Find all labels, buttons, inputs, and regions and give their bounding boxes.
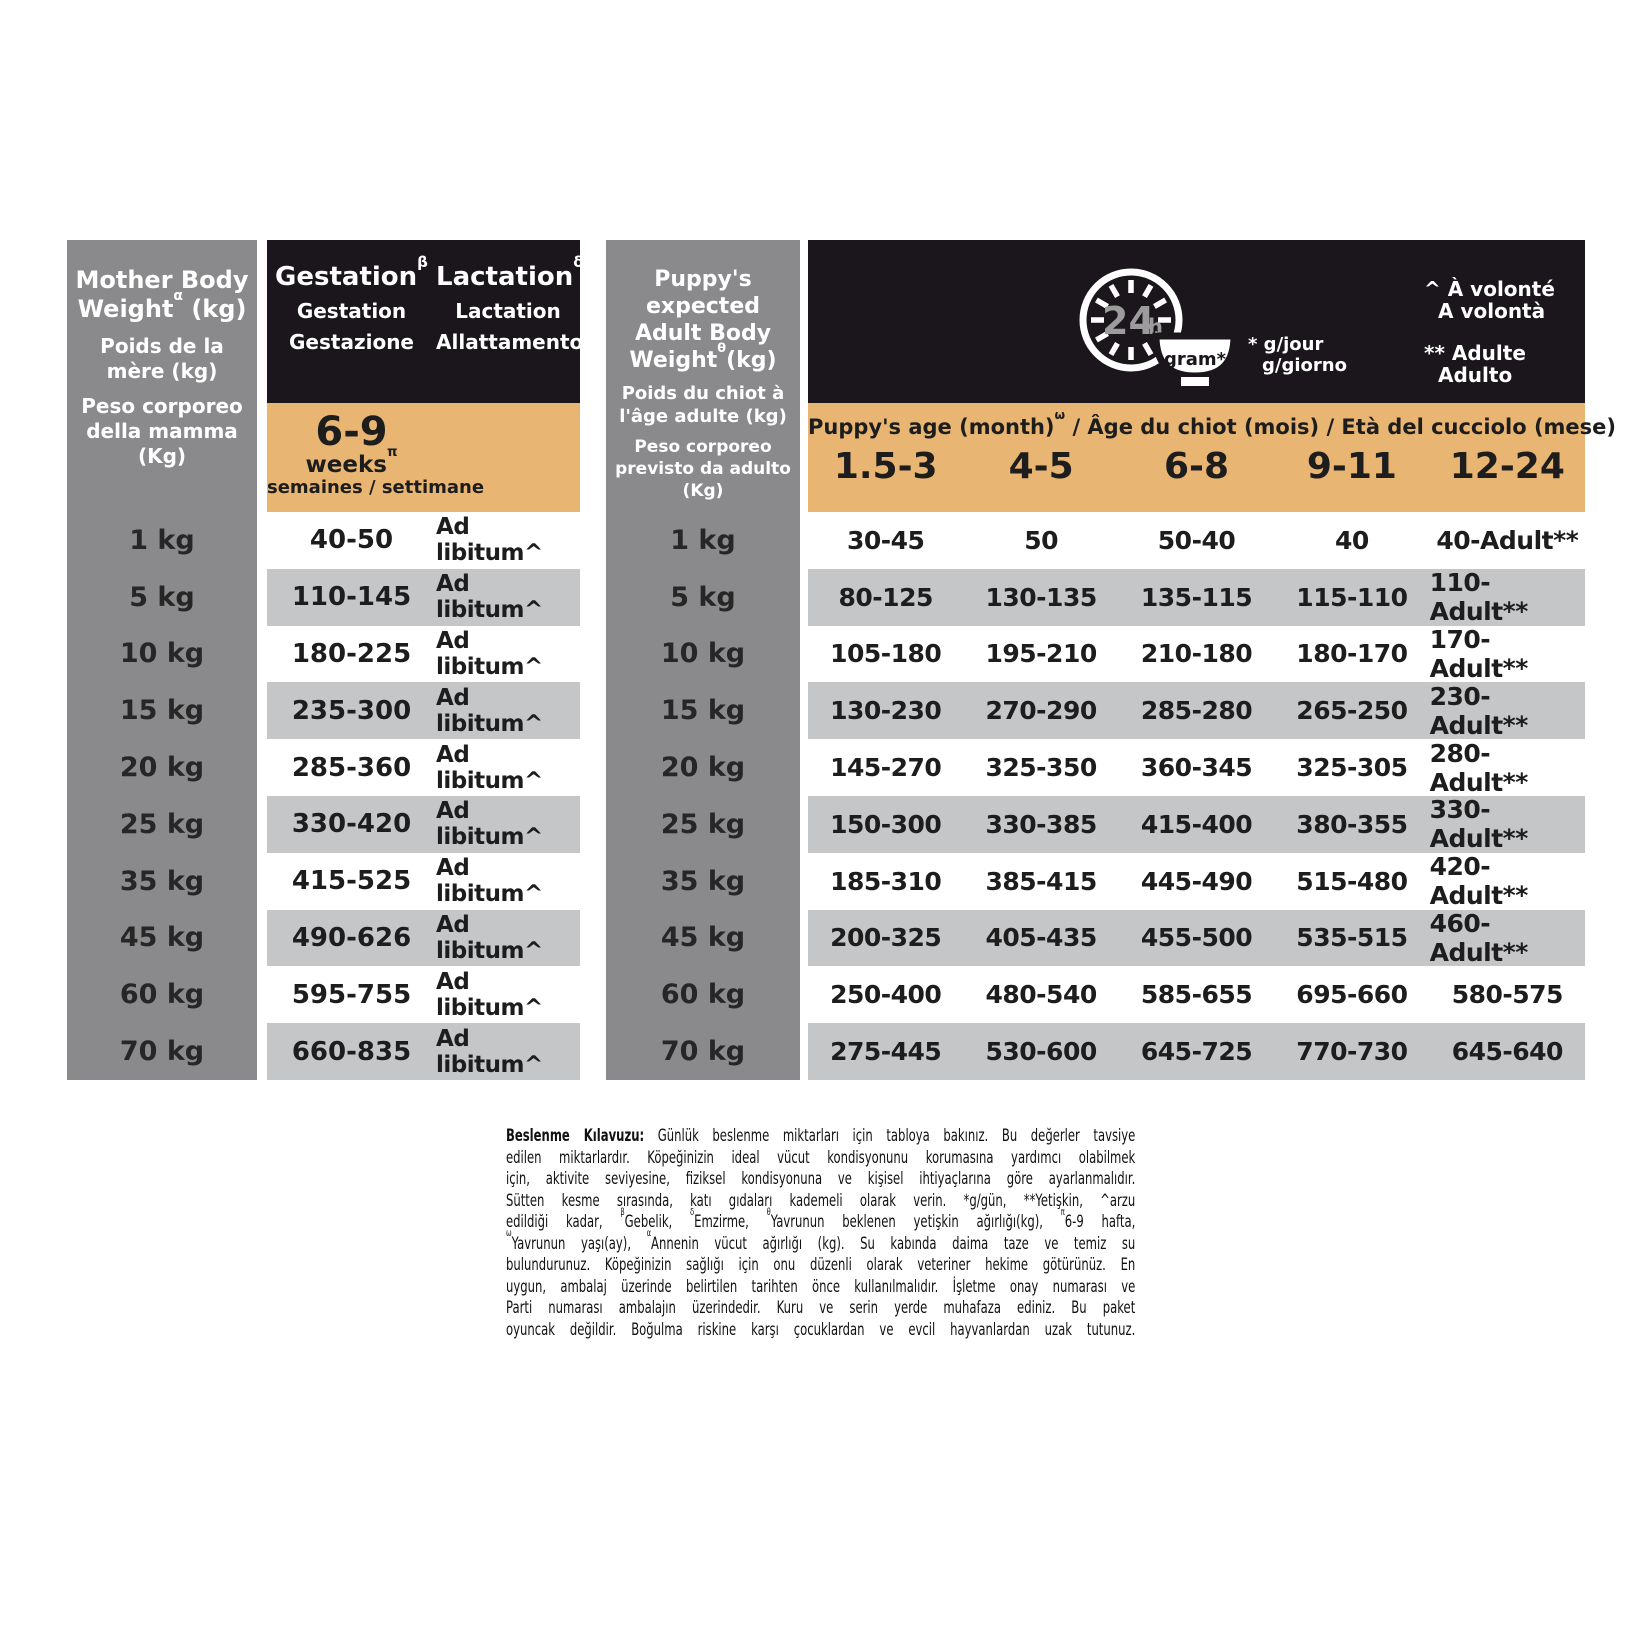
bowl-label: gram* bbox=[1164, 349, 1227, 370]
age-column-header: 6-8 bbox=[1163, 446, 1230, 487]
lactation-header: Lactationδ Lactation Allattamento bbox=[436, 253, 584, 403]
puppy-title-fr: Poids du chiot à l'âge adulte (kg) bbox=[619, 383, 787, 427]
clock-value: 24 bbox=[1102, 299, 1155, 343]
gestation-label-fr: Gestation bbox=[296, 299, 407, 323]
age-column-header: 1.5-3 bbox=[833, 446, 938, 487]
footer-line: edildiği kadar, βGebelik, δEmzirme, θYav… bbox=[506, 1206, 1136, 1232]
footer-line: için, aktivite seviyesine, fiziksel kond… bbox=[506, 1169, 1136, 1189]
lactation-label-it: Allattamento bbox=[436, 330, 584, 354]
puppy-weight-label: 45 kg bbox=[660, 922, 746, 954]
mother-weight-label: 60 kg bbox=[119, 979, 205, 1011]
table-row: 145-270 325-350 360-345 325-305 280-Adult** bbox=[830, 738, 1528, 797]
feeding-guide-text: Beslenme Kılavuzu: Günlük beslenme mikta… bbox=[506, 1126, 1135, 1341]
footer-line: edilen miktarlardır. Köpeğinizin ideal v… bbox=[506, 1147, 1136, 1168]
puppy-weight-label: 10 kg bbox=[660, 638, 746, 670]
mother-weight-label: 15 kg bbox=[119, 695, 205, 727]
gestation-label-it: Gestazione bbox=[289, 330, 414, 354]
weeks-sublabel: semaines / settimane bbox=[267, 477, 485, 498]
table-row: 30-45 50 50-40 40 40-Adult** bbox=[846, 525, 1579, 555]
gestation-weeks-band: 6-9 weeksπ semaines / settimane bbox=[267, 403, 580, 512]
mother-weight-label: 1 kg bbox=[129, 524, 195, 556]
puppy-title-en: Puppy's expected Adult Body Weightθ(kg) bbox=[629, 267, 777, 373]
puppy-weight-label: 5 kg bbox=[670, 581, 736, 613]
table-row: 660-835 Ad libitum^ bbox=[267, 1023, 580, 1080]
table-row: 105-180 195-210 210-180 180-170 170-Adult** bbox=[830, 625, 1528, 683]
gestation-label-en: Gestationβ bbox=[275, 253, 428, 292]
table-row: 490-626 Ad libitum^ bbox=[267, 909, 580, 967]
mother-title-en: Mother Body Weightα (kg) bbox=[75, 266, 249, 323]
footer-line: bulundurunuz. Köpeğinizin sağlığı için o… bbox=[506, 1255, 1136, 1275]
table-row: 415-525 Ad libitum^ bbox=[291, 855, 543, 908]
mother-weight-label: 10 kg bbox=[119, 638, 205, 670]
mother-title-it: Peso corporeo della mamma (Kg) bbox=[81, 394, 243, 468]
footer-line: Sütten kesme sırasında, katı gıdaları ka… bbox=[506, 1190, 1136, 1211]
puppy-weight-label: 15 kg bbox=[660, 695, 746, 727]
puppy-age-label: Puppy's age (month)ω / Âge du chiot (moi… bbox=[808, 408, 1617, 439]
weeks-label: weeksπ bbox=[305, 445, 398, 478]
mother-weight-column: Mother Body Weightα (kg) Poids de la mèr… bbox=[67, 240, 257, 1080]
mother-weight-title: Mother Body Weightα (kg) Poids de la mèr… bbox=[67, 240, 257, 512]
puppy-age-header: 24 h gram* * g/jour g/giorno ^ À volonté… bbox=[808, 240, 1585, 403]
footer-line: ωYavrunun yaşı(ay), αAnnenin vücut ağırl… bbox=[506, 1228, 1136, 1254]
clock-24h-icon: 24 h gram* bbox=[1079, 268, 1238, 386]
mother-weight-label: 25 kg bbox=[119, 808, 205, 840]
mother-title-fr: Poids de la mère (kg) bbox=[100, 334, 224, 383]
age-column-header: 4-5 bbox=[1008, 446, 1074, 487]
table-row: 595-755 Ad libitum^ bbox=[291, 968, 543, 1021]
mother-weight-label: 35 kg bbox=[119, 865, 205, 897]
table-row: 330-420 Ad libitum^ bbox=[267, 795, 580, 853]
puppy-title-it: Peso corporeo previsto da adulto (Kg) bbox=[615, 437, 791, 501]
footer-line: oyuncak değildir. Boğulma riskine karşı … bbox=[506, 1319, 1136, 1340]
footer-line: Beslenme Kılavuzu: Günlük beslenme mikta… bbox=[506, 1126, 1136, 1146]
bowl-icon: gram* bbox=[1152, 332, 1238, 386]
table-row: 235-300 Ad libitum^ bbox=[267, 682, 580, 740]
lactation-label-en: Lactationδ bbox=[436, 253, 584, 292]
table-row: 200-325 405-435 455-500 535-515 460-Adult** bbox=[808, 909, 1585, 967]
table-row: 180-225 Ad libitum^ bbox=[291, 627, 543, 680]
puppy-weight-label: 25 kg bbox=[660, 808, 746, 840]
mother-weight-label: 70 kg bbox=[119, 1036, 205, 1068]
puppy-weight-label: 60 kg bbox=[660, 979, 746, 1011]
table-row: 285-360 Ad libitum^ bbox=[291, 741, 543, 794]
puppy-weight-label: 20 kg bbox=[660, 752, 746, 784]
gestation-lactation-table: Gestationβ Gestation Gestazione Lactatio… bbox=[267, 240, 584, 1080]
puppy-age-band: Puppy's age (month)ω / Âge du chiot (moi… bbox=[808, 403, 1617, 512]
puppy-age-table: 24 h gram* * g/jour g/giorno ^ À volonté… bbox=[808, 240, 1617, 1080]
table-row: 40-50 Ad libitum^ bbox=[309, 514, 543, 567]
puppy-weight-title: Puppy's expected Adult Body Weightθ(kg) … bbox=[606, 240, 800, 512]
table-row: 80-125 130-135 135-115 115-110 110-Adult** bbox=[808, 568, 1585, 626]
puppy-weight-column: Puppy's expected Adult Body Weightθ(kg) … bbox=[606, 240, 800, 1080]
grams-per-day-legend: * g/jour g/giorno bbox=[1248, 334, 1347, 376]
puppy-weight-label: 35 kg bbox=[660, 865, 746, 897]
mother-weight-label: 45 kg bbox=[119, 922, 205, 954]
table-row: 110-145 Ad libitum^ bbox=[267, 568, 580, 626]
mother-weight-label: 5 kg bbox=[129, 581, 195, 613]
puppy-weight-label: 1 kg bbox=[670, 524, 736, 556]
table-row: 150-300 330-385 415-400 380-355 330-Adult** bbox=[808, 795, 1585, 853]
age-column-header: 12-24 bbox=[1449, 446, 1565, 487]
age-column-header: 9-11 bbox=[1306, 446, 1397, 487]
weeks-value: 6-9 bbox=[315, 409, 388, 455]
table-row: 185-310 385-415 445-490 515-480 420-Adult** bbox=[830, 852, 1528, 911]
ad-libitum-legend: ^ À volonté A volontà bbox=[1424, 277, 1555, 323]
puppy-weight-label: 70 kg bbox=[660, 1036, 746, 1068]
table-row: 250-400 480-540 585-655 695-660 580-575 bbox=[830, 980, 1563, 1010]
adult-legend: ** Adulte Adulto bbox=[1424, 341, 1526, 387]
puppy-age-columns: 1.5-3 4-5 6-8 9-11 12-24 bbox=[808, 446, 1585, 487]
table-row: 130-230 270-290 285-280 265-250 230-Adult** bbox=[808, 682, 1585, 740]
lactation-label-fr: Lactation bbox=[455, 299, 561, 323]
table-row: 275-445 530-600 645-725 770-730 645-640 bbox=[808, 1023, 1585, 1080]
footer-line: uygun, ambalaj üzerinde belirtilen tarih… bbox=[506, 1276, 1136, 1297]
gestation-header: Gestationβ Gestation Gestazione bbox=[267, 253, 436, 403]
mother-weight-label: 20 kg bbox=[119, 752, 205, 784]
footer-line: Parti numarası ambalajın üzerindedir. Ku… bbox=[506, 1298, 1136, 1318]
gestation-lactation-header: Gestationβ Gestation Gestazione Lactatio… bbox=[267, 240, 584, 403]
